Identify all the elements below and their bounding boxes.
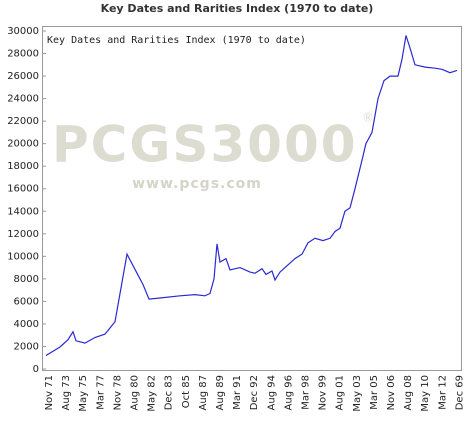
y-tick-label: 4000 (14, 319, 39, 330)
y-tick-label: 24000 (7, 94, 39, 105)
y-tick-label: 30000 (7, 26, 39, 37)
x-tick-label: Mar 12 (437, 375, 448, 410)
x-tick-label: Nov 06 (386, 375, 397, 410)
x-tick-label: Aug 80 (130, 375, 141, 410)
x-tick-label: Aug 89 (215, 375, 226, 410)
watermark-mark: ® (362, 111, 374, 125)
x-tick-label: May 03 (352, 375, 363, 412)
inner-title: Key Dates and Rarities Index (1970 to da… (47, 35, 306, 46)
x-tick-label: Dec 69 (454, 375, 465, 410)
x-tick-label: Aug 73 (61, 375, 72, 410)
x-tick-label: Aug 96 (283, 375, 294, 410)
x-tick-label: Dec 83 (164, 375, 175, 410)
x-tick-label: May 10 (420, 375, 431, 412)
watermark-url: www.pcgs.com (132, 176, 262, 192)
x-tick-label: Mar 91 (232, 375, 243, 410)
y-tick-label: 12000 (7, 229, 39, 240)
x-tick-label: Aug 87 (198, 375, 209, 410)
x-tick-label: Mar 98 (301, 375, 312, 410)
y-tick-label: 20000 (7, 139, 39, 150)
x-tick-label: May 75 (78, 375, 89, 412)
y-tick-label: 22000 (7, 116, 39, 127)
y-tick-label: 26000 (7, 71, 39, 82)
x-tick-label: Aug 08 (403, 375, 414, 410)
x-tick-label: Nov 99 (318, 375, 329, 410)
y-tick-label: 28000 (7, 49, 39, 60)
data-line (45, 35, 458, 357)
x-tick-label: Oct 85 (181, 375, 192, 408)
y-tick-label: 18000 (7, 161, 39, 172)
x-tick-label: May 82 (147, 375, 158, 412)
x-tick-label: Dec 92 (249, 375, 260, 410)
x-tick-label: Aug 01 (335, 375, 346, 410)
x-tick-label: Mar 77 (95, 375, 106, 410)
watermark-logo: PCGS3000 (52, 116, 358, 174)
plot-frame (42, 26, 462, 371)
x-tick-label: Aug 94 (266, 375, 277, 410)
y-tick-label: 14000 (7, 206, 39, 217)
x-tick-label: Mar 05 (369, 375, 380, 410)
y-tick-label: 2000 (14, 341, 39, 352)
y-tick-label: 8000 (14, 274, 39, 285)
y-tick-label: 10000 (7, 251, 39, 262)
y-tick-label: 6000 (14, 296, 39, 307)
y-tick-label: 0 (33, 364, 39, 375)
x-tick-label: Nov 78 (112, 375, 123, 410)
y-tick-label: 16000 (7, 184, 39, 195)
chart-title: Key Dates and Rarities Index (1970 to da… (101, 2, 374, 15)
x-tick-label: Nov 71 (44, 375, 55, 410)
